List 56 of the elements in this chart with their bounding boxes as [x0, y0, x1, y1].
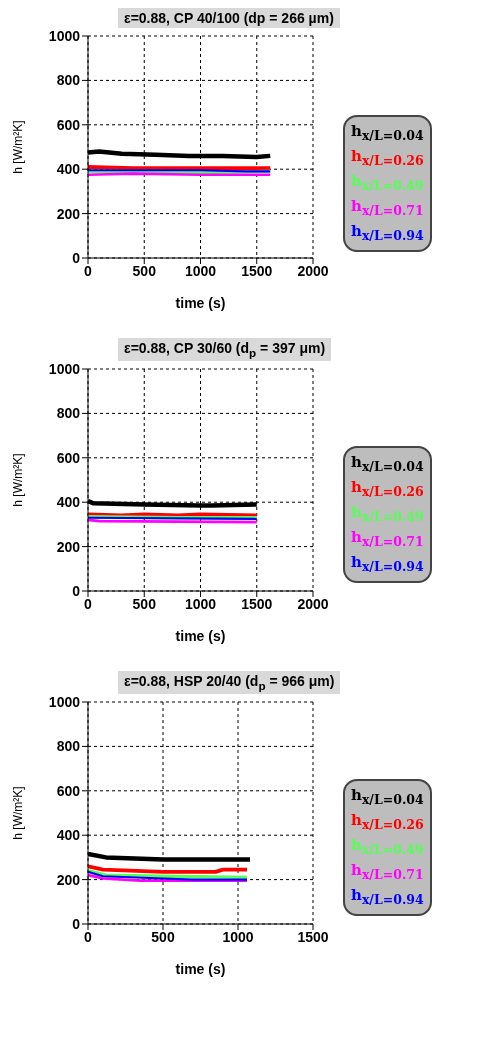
- x-axis-title: time (s): [175, 295, 226, 311]
- y-tick-label: 200: [56, 205, 81, 222]
- y-tick-label: 600: [56, 116, 81, 133]
- y-axis-title: h [W/m²K]: [11, 120, 26, 174]
- y-axis-title: h [W/m²K]: [11, 453, 26, 507]
- x-axis-title: time (s): [175, 960, 226, 977]
- y-tick-label: 1000: [48, 27, 81, 44]
- y-tick-label: 600: [56, 449, 81, 466]
- text: h$_{x/L=0.71}$: [351, 196, 424, 218]
- x-tick-label: 1500: [297, 928, 329, 945]
- x-tick-label: 0: [84, 262, 93, 279]
- text: h$_{x/L=0.26}$: [351, 477, 424, 499]
- y-tick-label: 800: [56, 72, 81, 89]
- y-tick-label: 400: [56, 161, 81, 178]
- y-tick-label: 800: [56, 405, 81, 422]
- x-tick-label: 500: [132, 262, 157, 279]
- y-tick-label: 1000: [48, 693, 81, 710]
- text: h$_{x/L=0.04}$: [351, 452, 424, 474]
- y-tick-label: 0: [72, 582, 81, 599]
- x-tick-label: 0: [84, 595, 93, 612]
- x-tick-label: 1500: [241, 262, 273, 279]
- text: h$_{x/L=0.49}$: [351, 171, 424, 193]
- y-tick-label: 400: [56, 826, 81, 843]
- text: h$_{x/L=0.49}$: [351, 502, 424, 524]
- x-axis-title: time (s): [175, 627, 226, 644]
- y-tick-label: 200: [56, 871, 81, 888]
- y-tick-label: 200: [56, 538, 81, 555]
- y-tick-label: 1000: [48, 360, 81, 377]
- text: h$_{x/L=0.94}$: [351, 552, 424, 574]
- x-tick-label: 2000: [297, 595, 329, 612]
- text: h$_{x/L=0.26}$: [351, 810, 424, 832]
- y-tick-label: 600: [56, 782, 81, 799]
- x-tick-label: 1000: [184, 262, 217, 279]
- y-tick-label: 800: [56, 737, 81, 754]
- chart-title: ε=0.88, CP 30/60 (d$_{p}$ = 397 μm): [124, 340, 326, 359]
- y-axis-title: h [W/m²K]: [11, 785, 26, 840]
- x-tick-label: 1500: [241, 595, 273, 612]
- x-tick-label: 500: [132, 595, 157, 612]
- text: h$_{x/L=0.71}$: [351, 860, 424, 882]
- x-tick-label: 500: [151, 928, 175, 945]
- text: h$_{x/L=0.71}$: [351, 527, 424, 549]
- text: h$_{x/L=0.94}$: [351, 885, 424, 907]
- y-tick-label: 0: [72, 915, 81, 932]
- y-tick-label: 0: [72, 249, 81, 266]
- text: h$_{x/L=0.04}$: [351, 785, 424, 807]
- x-tick-label: 2000: [297, 262, 329, 279]
- y-tick-label: 400: [56, 493, 81, 510]
- text: h$_{x/L=0.49}$: [351, 835, 424, 857]
- x-tick-label: 0: [84, 928, 93, 945]
- text: h$_{x/L=0.94}$: [351, 221, 424, 243]
- chart-title: ε=0.88, CP 40/100 (dp = 266 µm): [124, 10, 334, 26]
- text: h$_{x/L=0.26}$: [351, 146, 424, 168]
- chart-title: ε=0.88, HSP 20/40 (d$_{p}$ = 966 μm): [124, 672, 335, 692]
- x-tick-label: 1000: [184, 595, 217, 612]
- text: h$_{x/L=0.04}$: [351, 121, 424, 143]
- x-tick-label: 1000: [222, 928, 254, 945]
